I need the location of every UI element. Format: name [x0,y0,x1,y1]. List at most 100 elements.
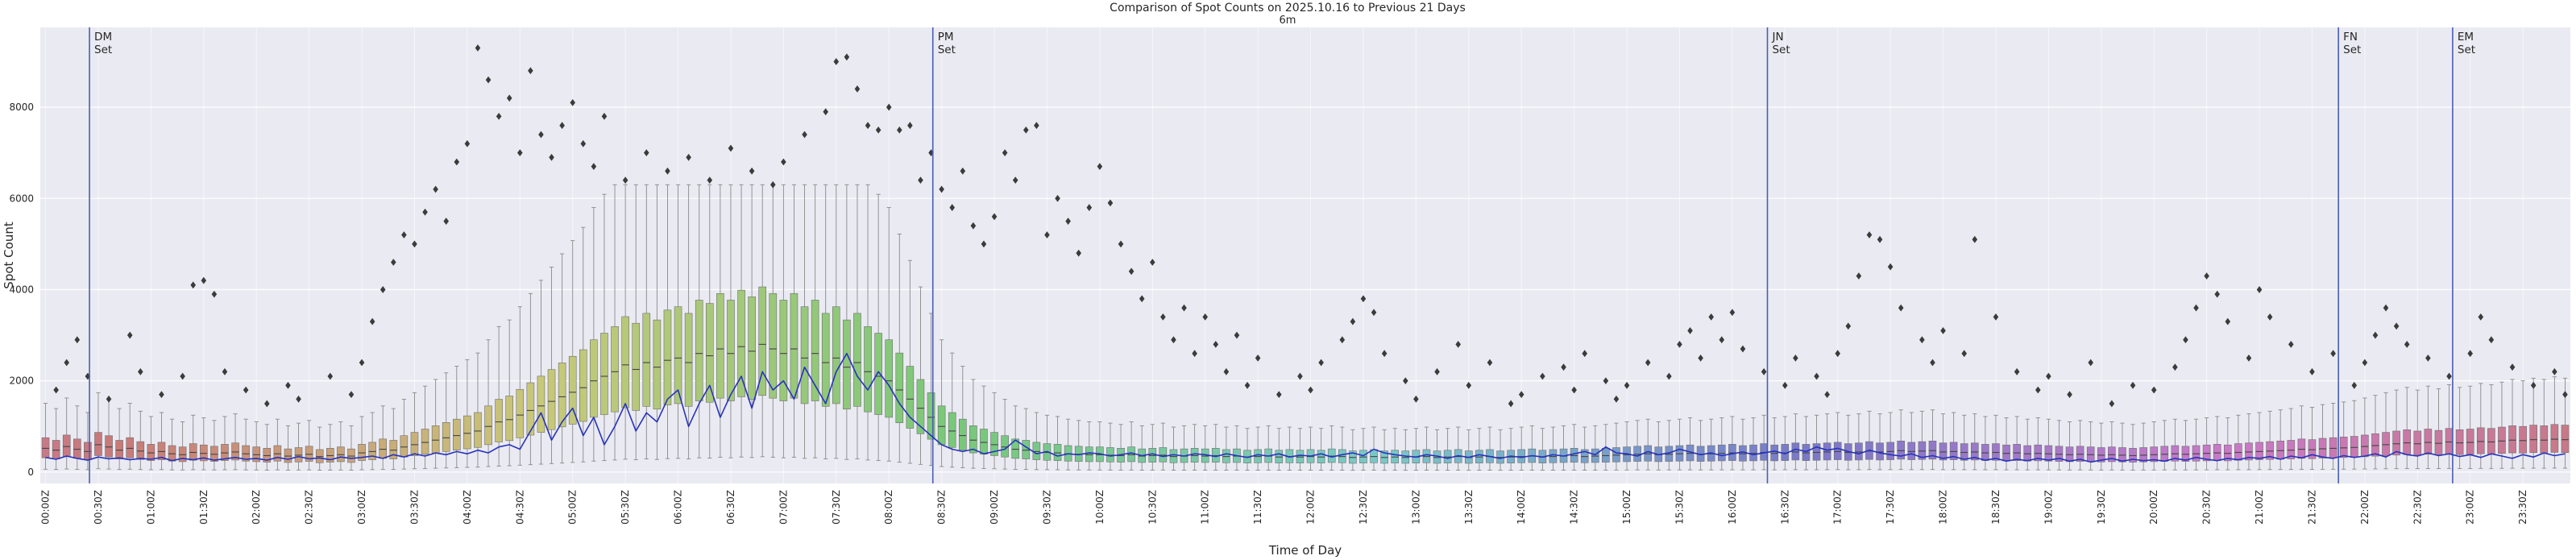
box [632,322,641,411]
outlier-diamond [2562,391,2568,399]
box [2308,439,2317,459]
box [737,289,745,397]
box [2445,428,2454,454]
outlier-diamond [2404,340,2410,348]
outlier-diamond [1877,235,1883,243]
y-tick-label: 6000 [9,193,34,204]
outlier-diamond [1824,391,1830,399]
box [906,366,915,429]
box [1053,444,1062,461]
event-label: EM [2458,31,2474,44]
outlier-diamond [865,122,871,130]
outlier-diamond [2109,400,2115,408]
box [2013,444,2021,461]
outlier-diamond [643,149,649,157]
x-tick-label: 10:00Z [1094,490,1105,525]
box [621,316,629,409]
box [1728,444,1736,461]
outlier-diamond [1540,372,1545,380]
outlier-diamond [1898,304,1904,312]
y-tick-label: 8000 [9,102,34,113]
outlier-diamond [1887,263,1894,271]
outlier-diamond [296,395,301,403]
box [1992,443,2000,461]
box [779,300,788,401]
outlier-diamond [1276,391,1282,399]
outlier-diamond [1086,204,1093,211]
box [1749,444,1757,462]
box [1812,443,1821,461]
box [958,418,967,450]
box [273,445,282,462]
outlier-diamond [422,208,428,216]
box [2202,444,2211,462]
outlier-diamond [1698,354,1703,362]
outlier-diamond [1561,363,1566,371]
x-tick-label: 15:00Z [1621,490,1632,525]
box [358,444,366,461]
box [452,418,461,450]
outlier-diamond [454,158,460,166]
box [147,444,156,461]
event-label: Set [2458,44,2475,56]
outlier-diamond [1097,163,1103,171]
outlier-diamond [570,98,576,106]
outlier-diamond [1677,340,1682,348]
box [1886,442,1894,460]
outlier-diamond [907,122,913,130]
x-tick-label: 02:00Z [251,490,262,525]
box [305,446,313,462]
box [1791,442,1800,461]
box [2529,425,2538,454]
box [674,306,682,404]
outlier-diamond [1940,326,1946,334]
outlier-diamond [1866,231,1873,239]
event-label: Set [2343,44,2361,56]
outlier-diamond [1993,313,1999,321]
x-tick-label: 03:30Z [409,490,420,525]
outlier-diamond [1202,313,1209,321]
box [1960,443,1968,461]
box [1907,442,1916,460]
box [2498,426,2506,454]
box [2361,434,2369,458]
outlier-diamond [1350,317,1356,326]
box [579,349,587,422]
box [2403,429,2412,455]
outlier-diamond [1023,126,1029,134]
box [231,442,239,461]
outlier-diamond [1107,199,1114,207]
box [590,339,598,418]
box [2297,438,2306,459]
box [1876,442,1884,461]
box [916,379,925,434]
x-tick-label: 09:00Z [989,490,1000,525]
box [115,440,123,459]
outlier-diamond [2530,381,2537,389]
outlier-diamond [2393,322,2400,330]
box [1717,444,1726,462]
outlier-diamond [475,44,481,52]
box [980,429,988,455]
box [242,445,250,462]
y-axis-label: Spot Count [2,222,16,289]
outlier-diamond [1761,367,1767,375]
outlier-diamond [949,204,956,211]
box [1897,440,1906,460]
outlier-diamond [1518,391,1524,399]
box [73,438,81,459]
box [199,444,208,462]
outlier-diamond [559,122,565,130]
outlier-diamond [528,67,533,75]
outlier-diamond [359,359,365,367]
x-tick-label: 18:00Z [1938,490,1949,525]
y-tick-label: 4000 [9,284,34,295]
box [695,300,703,401]
box [2266,441,2274,460]
x-tick-label: 08:30Z [936,490,948,525]
box [948,412,956,448]
x-tick-label: 18:30Z [1990,490,2001,525]
outlier-diamond [1076,249,1082,257]
outlier-diamond [2256,286,2263,293]
